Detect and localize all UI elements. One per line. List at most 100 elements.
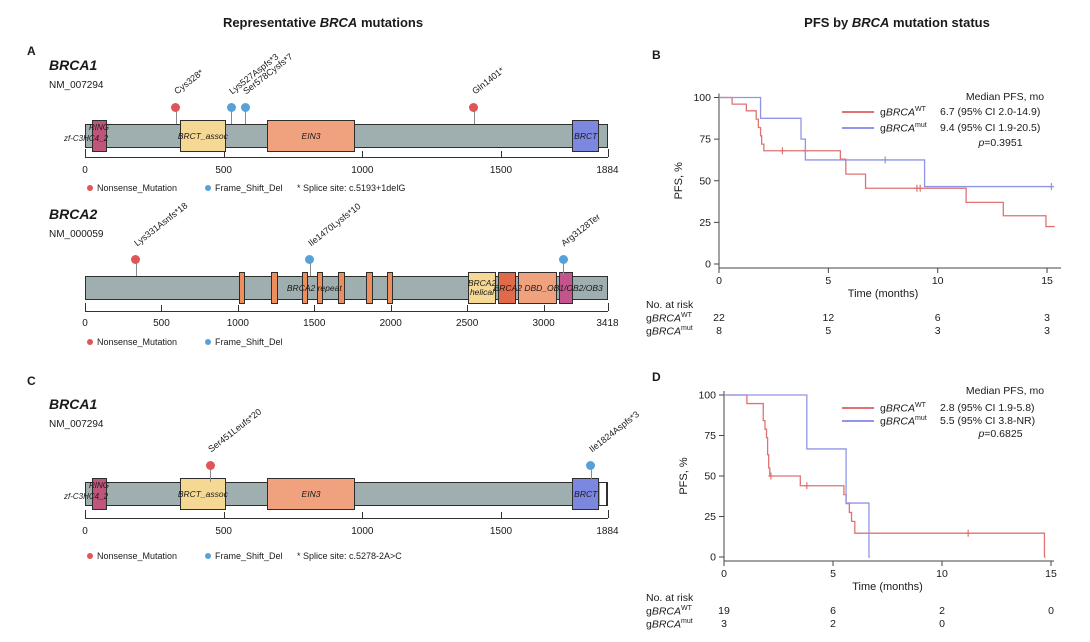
y-tick-label: 50 (699, 175, 711, 187)
legend-dot-nonsense (87, 339, 93, 345)
km-legend-line-mut (842, 127, 874, 129)
risk-count: 12 (822, 312, 835, 324)
risk-count: 3 (1044, 325, 1050, 337)
km-plot-B: 0 25 50 75 100 0 5 10 15 Time (months) PFS, % (673, 92, 1061, 300)
panel-label-D: D (652, 370, 661, 384)
panel-label-A: A (27, 44, 36, 58)
x-tick-label: 5 (825, 275, 831, 287)
protein-axis-tick-label: 1000 (351, 165, 374, 176)
km-legend-median-wt: 6.7 (95% CI 2.0-14.9) (940, 106, 1041, 118)
protein-axis-A (85, 157, 608, 158)
protein-axis-tick-label: 0 (82, 526, 88, 537)
protein-axis-tick-label: 1500 (303, 318, 326, 329)
protein-axis-tick (85, 510, 86, 518)
risk-count: 3 (1044, 312, 1050, 324)
protein-axis-tick-label: 1000 (226, 318, 249, 329)
risk-row-name-wt: gBRCAWT (646, 605, 692, 618)
km-legend-median-wt: 2.8 (95% CI 1.9-5.8) (940, 402, 1035, 414)
domain-a2-domain-8 (498, 272, 516, 304)
domain-a2-domain-2 (301, 272, 309, 304)
protein-axis-tick-label: 3000 (532, 318, 555, 329)
risk-count: 0 (1048, 605, 1054, 617)
transcript-id-C: NM_007294 (49, 419, 104, 430)
protein-axis-tick (390, 305, 392, 311)
mutation-label: Ile1824Aspfs*3 (587, 409, 641, 455)
domain-c-domain-0 (91, 478, 107, 510)
mutation-stem (473, 107, 475, 124)
gene-name-A2: BRCA2 (49, 206, 98, 222)
protein-axis-tick (85, 149, 86, 157)
protein-axis-tick-label: 1000 (351, 526, 374, 537)
mutation-stem (245, 107, 247, 124)
panel-label-C: C (27, 374, 36, 388)
x-tick-label: 15 (1045, 568, 1057, 580)
y-tick-label: 75 (699, 134, 711, 146)
y-tick-label: 100 (698, 390, 716, 402)
legend-label-nonsense: Nonsense_Mutation (97, 551, 178, 561)
domain-label: BRCT (574, 488, 598, 499)
legend-dot-frameshift (205, 553, 211, 559)
protein-axis-tick (607, 149, 609, 157)
protein-axis-tick-label: 3418 (596, 318, 619, 329)
mutation-label: Ile1470Lysfs*10 (305, 201, 363, 249)
mutation-label: Ser451Leufs*20 (206, 406, 264, 455)
km-legend-name-wt: gBRCAWT (880, 106, 926, 119)
domain-label: EIN3 (301, 130, 321, 141)
domain-label: BRCT_assoc (177, 130, 228, 141)
protein-axis-tick-label: 500 (215, 526, 232, 537)
x-tick-label: 0 (716, 275, 722, 287)
y-tick-label: 75 (704, 430, 716, 442)
protein-axis-tick-label: 500 (153, 318, 170, 329)
legend-dot-frameshift (205, 185, 211, 191)
x-tick-label: 0 (721, 568, 727, 580)
mutation-stem (175, 107, 177, 124)
risk-row-name-mut: gBRCAmut (646, 325, 693, 338)
risk-row-name-wt: gBRCAWT (646, 312, 692, 325)
domain-a-domain-0 (91, 120, 107, 152)
domain-a2-domain-9 (518, 272, 558, 304)
km-panel-D: 0 25 50 75 100 0 5 10 15 Time (months) PFS, % Media… (640, 368, 1090, 642)
protein-axis-tick (237, 305, 239, 311)
mutation-label: Lys331Asnfs*18 (131, 200, 189, 249)
domain-label-2: helical (469, 287, 495, 297)
protein-axis-tick-label: 2500 (456, 318, 479, 329)
mutation-label: Gln1401* (469, 65, 506, 97)
mutation-label: Arg3128Ter (559, 211, 603, 249)
risk-row-name-mut: gBRCAmut (646, 618, 693, 631)
domain-float-label: BRCA2 DBD_OB1/OB2/OB3 (493, 283, 603, 293)
domain-a2-domain-1 (271, 272, 278, 304)
domain-label: EIN3 (301, 488, 321, 499)
gene-name-A: BRCA1 (49, 57, 98, 73)
protein-axis-tick (362, 512, 364, 518)
domain-brct-assoc: BRCT_assoc (178, 478, 228, 510)
mutation-dot-frameshift (305, 254, 315, 264)
protein-axis-tick-label: 1500 (489, 526, 513, 537)
protein-axis-tick (314, 305, 316, 311)
risk-count: 22 (713, 312, 725, 324)
figure-title-right: PFS by BRCA mutation status (697, 15, 1090, 30)
protein-axis-tick (607, 303, 609, 311)
mutation-dot-frameshift (240, 102, 250, 112)
gene-name-C: BRCA1 (49, 396, 98, 412)
legend-label-nonsense: Nonsense_Mutation (97, 337, 178, 347)
domain-brct: BRCT (572, 120, 600, 152)
km-plot-D: 0 25 50 75 100 0 5 10 15 Time (months) PFS, % (678, 390, 1057, 594)
risk-count: 6 (830, 605, 836, 617)
x-axis-title: Time (months) (848, 288, 919, 300)
protein-axis-tick (85, 303, 86, 311)
risk-table-header: No. at risk (646, 592, 694, 604)
y-tick-label: 0 (705, 259, 711, 271)
mutation-dot-nonsense (131, 254, 141, 264)
y-tick-label: 100 (693, 92, 711, 104)
protein-axis-tick (362, 151, 364, 157)
y-tick-label: 0 (710, 552, 716, 564)
protein-axis-tick (161, 305, 163, 311)
domain-a2-domain-3 (317, 272, 324, 304)
splice-site-note: * Splice site: c.5278-2A>C (297, 551, 402, 561)
x-axis-title: Time (months) (852, 581, 923, 593)
km-legend-median-mut: 9.4 (95% CI 1.9-20.5) (940, 122, 1041, 134)
mutation-stem (309, 259, 311, 276)
domain-brct-assoc: BRCT_assoc (177, 120, 228, 152)
y-tick-label: 25 (704, 511, 716, 523)
splice-site-note: * Splice site: c.5193+1delG (297, 183, 406, 193)
